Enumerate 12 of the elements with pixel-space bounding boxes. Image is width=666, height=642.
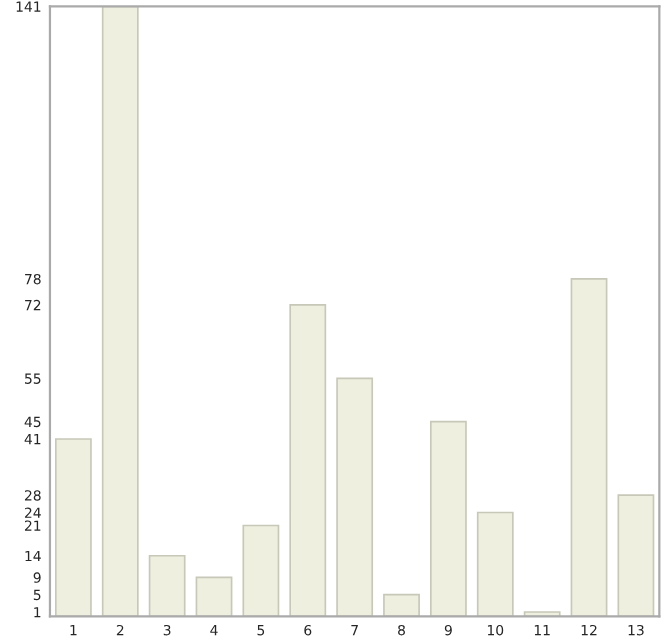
bar: [101, 6, 139, 617]
bar: [429, 420, 467, 617]
bar: [148, 554, 186, 617]
bar: [476, 511, 514, 617]
bar: [617, 494, 655, 617]
bar: [242, 524, 280, 617]
bar: [383, 593, 420, 617]
bar: [195, 576, 233, 617]
bar: [289, 304, 327, 617]
bar: [336, 377, 374, 617]
bar: [54, 438, 92, 617]
bar: [570, 278, 608, 617]
